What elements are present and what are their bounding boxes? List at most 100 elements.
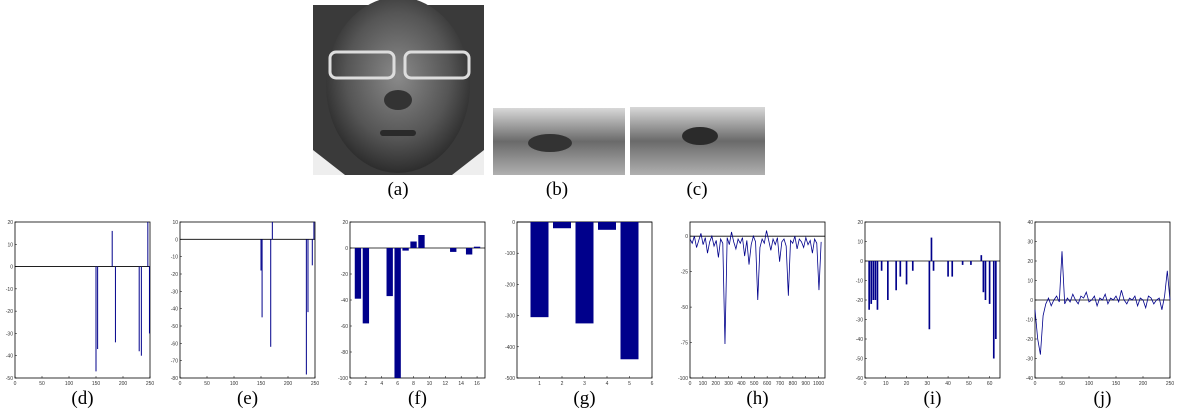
y-tick-label: 10	[7, 242, 13, 248]
bar	[930, 237, 933, 261]
y-tick-label: -30	[6, 331, 13, 337]
chart: 200-20-40-60-80-1000 2 4 6 8 10 12 14 16(f)	[338, 220, 486, 409]
x-tick-label: 250	[146, 381, 155, 387]
x-tick-label: 1	[538, 381, 541, 387]
caption: (g)	[573, 388, 595, 409]
y-tick-label: -10	[171, 255, 178, 261]
y-tick-label: 0	[175, 237, 178, 243]
x-tick-label: 400	[737, 381, 746, 387]
x-tick-label: 0	[179, 381, 182, 387]
bar	[980, 255, 983, 261]
x-tick-label: 1000	[813, 381, 824, 387]
x-tick-label: 14	[458, 381, 464, 387]
y-tick-label: 30	[1027, 240, 1033, 246]
eye-image-left	[493, 108, 625, 175]
line	[1034, 251, 1171, 355]
y-tick-label: -60	[856, 376, 863, 382]
caption: (e)	[237, 388, 258, 409]
x-tick-label: 600	[763, 381, 772, 387]
x-tick-label: 3	[583, 381, 586, 387]
y-tick-label: -20	[171, 272, 178, 278]
x-tick-label: 50	[1059, 381, 1065, 387]
x-tick-label: 10	[427, 381, 433, 387]
caption: (b)	[546, 179, 568, 200]
x-tick-label: 0	[1034, 381, 1037, 387]
y-tick-label: 20	[342, 220, 348, 226]
x-tick-label: 100	[65, 381, 74, 387]
y-tick-label: -10	[856, 279, 863, 285]
bar	[905, 261, 908, 285]
x-tick-label: 200	[284, 381, 293, 387]
y-tick-label: -40	[1026, 376, 1033, 382]
y-tick-label: 0	[685, 234, 688, 240]
x-tick-label: 10	[883, 381, 889, 387]
bar	[932, 261, 935, 271]
y-tick-label: -25	[681, 270, 688, 276]
x-tick-label: 50	[204, 381, 210, 387]
caption: (f)	[408, 388, 427, 409]
x-tick-label: 8	[412, 381, 415, 387]
y-tick-label: -50	[6, 376, 13, 382]
x-tick-label: 0	[349, 381, 352, 387]
y-tick-label: -60	[171, 341, 178, 347]
bar	[418, 235, 425, 248]
y-tick-label: -80	[171, 376, 178, 382]
plot-frame	[179, 221, 316, 379]
bar	[402, 248, 409, 251]
x-tick-label: 5	[628, 381, 631, 387]
bar	[995, 261, 997, 339]
y-tick-label: -20	[856, 298, 863, 304]
bar	[872, 261, 875, 300]
y-tick-label: -20	[1026, 337, 1033, 343]
bar	[961, 261, 964, 265]
y-tick-label: -300	[505, 314, 515, 320]
x-tick-label: 100	[1085, 381, 1094, 387]
y-tick-label: 10	[172, 220, 178, 226]
y-tick-label: 0	[345, 246, 348, 252]
y-tick-label: -75	[681, 341, 688, 347]
bar	[598, 222, 616, 230]
bar	[450, 248, 457, 252]
y-tick-label: 0	[10, 265, 13, 271]
bar	[982, 261, 985, 293]
caption: (d)	[71, 388, 93, 409]
x-tick-label: 200	[119, 381, 128, 387]
y-tick-label: -200	[505, 282, 515, 288]
y-tick-label: -40	[6, 354, 13, 360]
x-tick-label: 60	[987, 381, 993, 387]
bar	[465, 248, 473, 255]
y-tick-label: 20	[857, 220, 863, 226]
bar	[870, 261, 873, 304]
x-tick-label: 4	[380, 381, 383, 387]
bar	[394, 248, 401, 378]
y-tick-label: 10	[857, 240, 863, 246]
y-tick-label: 20	[7, 220, 13, 226]
x-tick-label: 0	[14, 381, 17, 387]
x-tick-label: 200	[1139, 381, 1148, 387]
bar	[620, 222, 639, 360]
y-tick-label: 0	[512, 220, 515, 226]
y-tick-label: -100	[338, 376, 348, 382]
plot-frame	[689, 221, 826, 379]
x-tick-label: 250	[311, 381, 320, 387]
bar	[911, 261, 914, 271]
caption: (i)	[924, 388, 942, 409]
x-tick-label: 200	[712, 381, 721, 387]
bar	[530, 222, 549, 318]
bar	[473, 246, 481, 248]
x-tick-label: 700	[776, 381, 785, 387]
y-tick-label: -100	[505, 251, 515, 257]
x-tick-label: 100	[230, 381, 239, 387]
x-tick-label: 250	[1166, 381, 1175, 387]
x-tick-label: 900	[802, 381, 811, 387]
y-tick-label: -10	[1026, 318, 1033, 324]
x-tick-label: 150	[1112, 381, 1121, 387]
x-tick-label: 4	[606, 381, 609, 387]
x-tick-label: 2	[364, 381, 367, 387]
bar	[354, 248, 362, 299]
y-tick-label: -30	[171, 289, 178, 295]
caption: (h)	[746, 388, 768, 409]
y-tick-label: 40	[1027, 220, 1033, 226]
